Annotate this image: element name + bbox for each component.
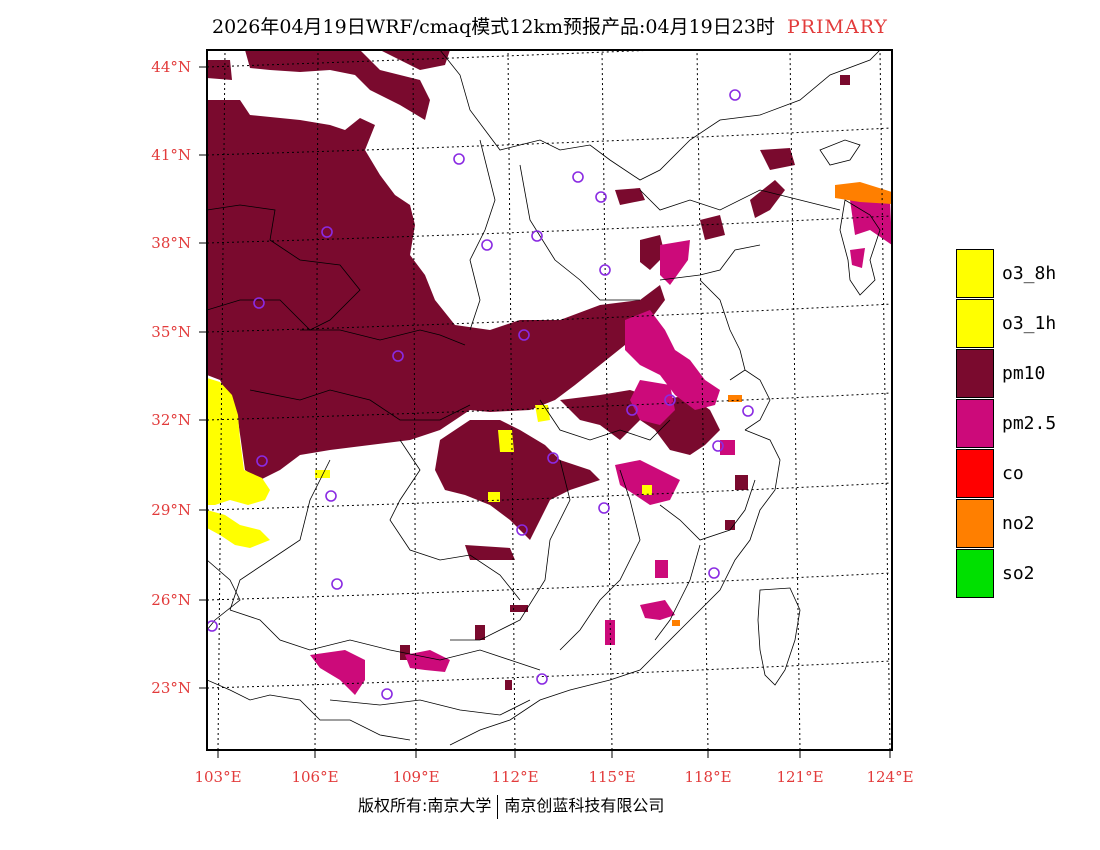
copyright: 版权所有:南京大学 南京创蓝科技有限公司 <box>358 792 664 819</box>
map-title: 2026年04月19日WRF/cmaq模式12km预报产品:04月19日23时 P… <box>0 12 1100 39</box>
pm10-regions <box>207 50 850 690</box>
lat-label: 23°N <box>151 679 191 697</box>
lat-label: 29°N <box>151 501 191 519</box>
longitude-labels: 103°E 106°E 109°E 112°E 115°E 118°E 121°… <box>194 768 913 786</box>
map-frame <box>206 49 893 751</box>
pm25-regions <box>310 200 892 695</box>
latitude-labels: 44°N 41°N 38°N 35°N 32°N 29°N 26°N 23°N <box>151 58 191 697</box>
lon-label: 115°E <box>588 768 635 786</box>
copyright-right: 南京创蓝科技有限公司 <box>504 796 665 815</box>
legend-label: so2 <box>1002 563 1035 584</box>
lon-label: 106°E <box>291 768 338 786</box>
primary-tag: PRIMARY <box>786 16 888 38</box>
legend-swatch <box>956 299 994 348</box>
station-markers <box>207 89 754 700</box>
legend-label: pm2.5 <box>1002 413 1057 434</box>
lon-label: 112°E <box>491 768 538 786</box>
legend-label: o3_1h <box>1002 313 1057 334</box>
map-content <box>207 50 892 750</box>
title-text: 2026年04月19日WRF/cmaq模式12km预报产品:04月19日23时 <box>212 16 775 38</box>
axis-ticks <box>199 66 891 758</box>
legend-label: co <box>1002 463 1024 484</box>
legend-swatch <box>956 449 994 498</box>
lon-label: 121°E <box>776 768 823 786</box>
legend-label: pm10 <box>1002 363 1046 384</box>
legend-label: no2 <box>1002 513 1035 534</box>
legend-label: o3_8h <box>1002 263 1057 284</box>
lon-label: 124°E <box>866 768 913 786</box>
no2-regions <box>672 182 892 626</box>
lat-label: 26°N <box>151 591 191 609</box>
legend-swatch <box>956 399 994 448</box>
legend-swatch <box>956 549 994 598</box>
lat-label: 44°N <box>151 58 191 76</box>
lat-label: 32°N <box>151 411 191 429</box>
copyright-separator <box>497 794 499 819</box>
lon-label: 118°E <box>684 768 731 786</box>
lat-label: 38°N <box>151 234 191 252</box>
lat-label: 41°N <box>151 146 191 164</box>
legend-swatch <box>956 499 994 548</box>
graticule <box>207 50 892 750</box>
lon-label: 109°E <box>392 768 439 786</box>
province-boundaries <box>207 50 881 746</box>
lat-label: 35°N <box>151 323 191 341</box>
copyright-left: 版权所有:南京大学 <box>358 796 492 815</box>
legend-swatch <box>956 249 994 298</box>
lon-label: 103°E <box>194 768 241 786</box>
o3-regions <box>207 378 652 548</box>
legend-swatch <box>956 349 994 398</box>
